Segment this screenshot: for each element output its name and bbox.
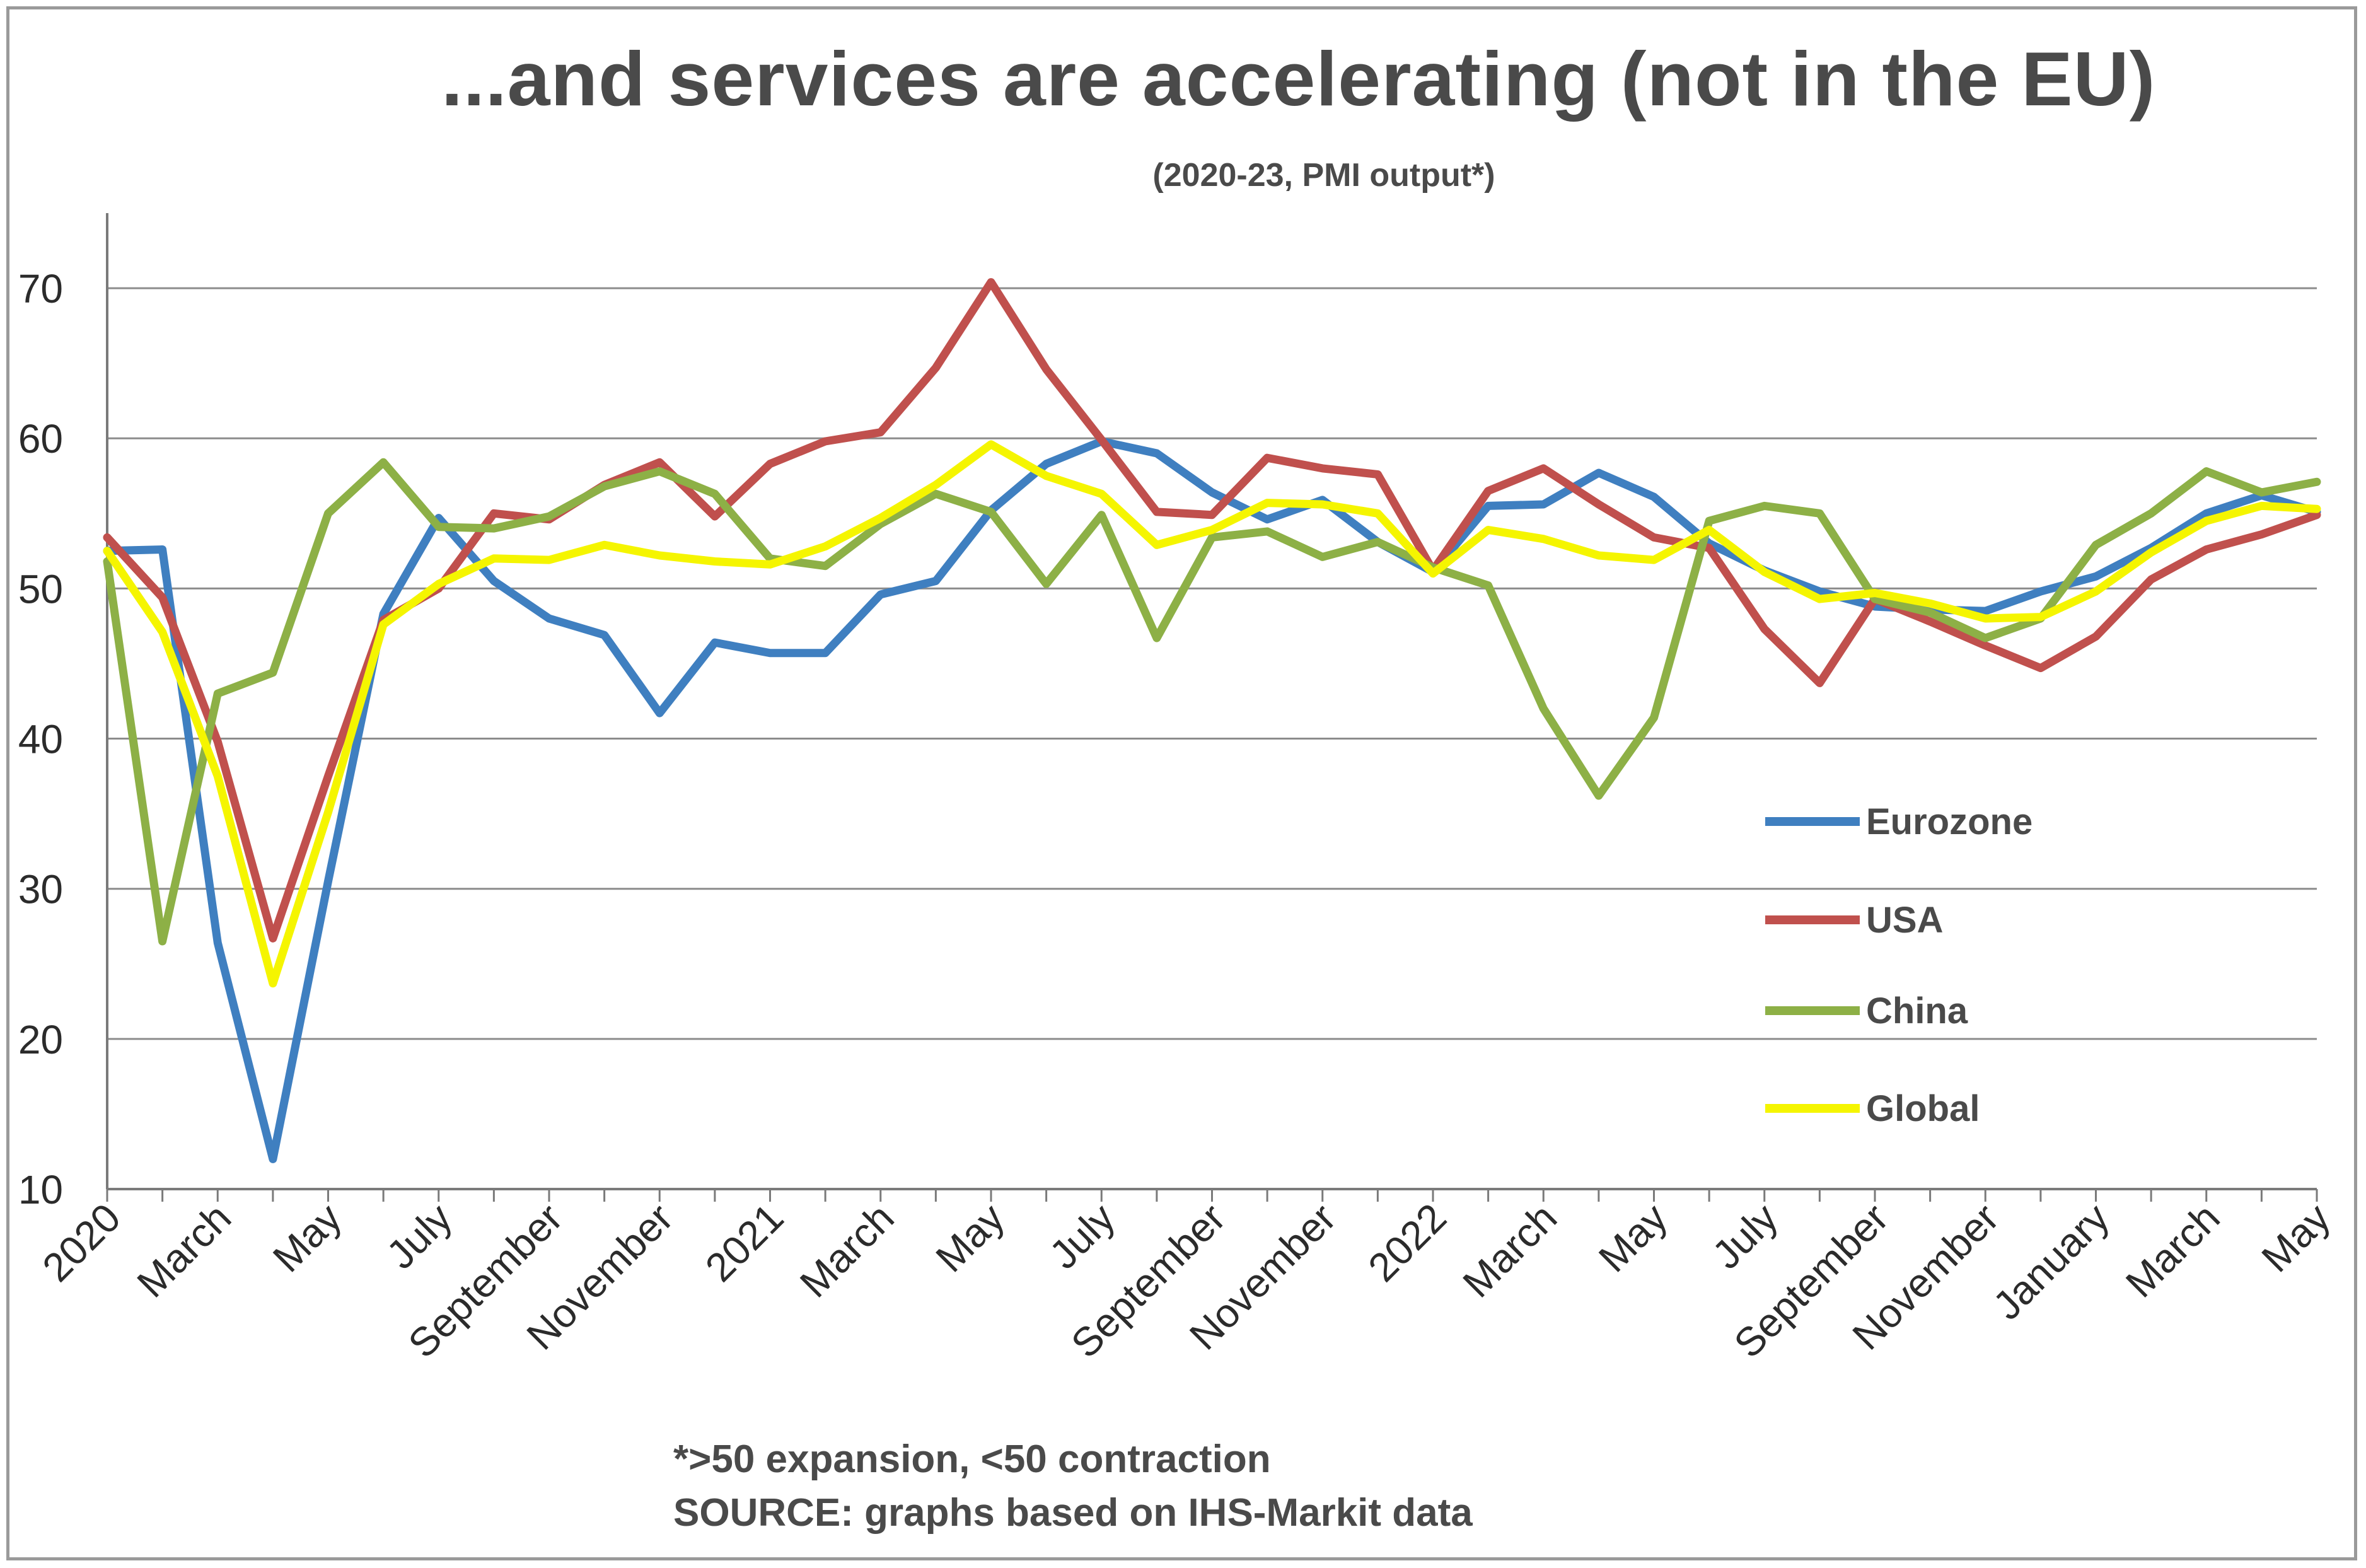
x-tick-label: 2021	[697, 1195, 792, 1291]
legend-label-eurozone: Eurozone	[1866, 801, 2033, 842]
series-lines	[103, 278, 2321, 1163]
x-tick-label: March	[791, 1195, 903, 1306]
y-tick-labels: 10 20 30 40 50 60 70	[18, 266, 63, 1212]
y-tick-label: 60	[18, 416, 63, 462]
series-line-global	[103, 440, 2321, 988]
legend-label-global: Global	[1866, 1088, 1980, 1129]
x-tick-label: 2022	[1359, 1195, 1455, 1291]
x-tick-label: May	[264, 1195, 350, 1281]
x-tick-label: July	[1041, 1195, 1123, 1277]
y-tick-label: 10	[18, 1167, 63, 1212]
grid-lines	[107, 287, 2317, 1040]
x-tick-label: March	[2117, 1195, 2229, 1306]
y-tick-label: 70	[18, 266, 63, 311]
x-tick-label: July	[1703, 1195, 1786, 1277]
y-tick-label: 50	[18, 566, 63, 612]
y-tick-label: 30	[18, 867, 63, 912]
chart-subtitle: (2020-23, PMI output*)	[1152, 157, 1495, 194]
series-line-china	[103, 458, 2321, 946]
footnote-expansion-note: *>50 expansion, <50 contraction	[673, 1437, 1271, 1481]
x-tick-label: July	[378, 1195, 460, 1277]
x-tick-label: January	[1984, 1195, 2118, 1328]
series-line-usa	[103, 278, 2321, 943]
y-tick-label: 20	[18, 1017, 63, 1062]
footnote: *>50 expansion, <50 contraction SOURCE: …	[673, 1432, 1473, 1540]
footnote-source: SOURCE: graphs based on IHS-Markit data	[673, 1491, 1473, 1535]
x-tick-label: May	[1590, 1195, 1676, 1281]
x-tick-label: March	[1454, 1195, 1566, 1306]
legend-label-usa: USA	[1866, 900, 1943, 941]
x-tick-label: March	[129, 1195, 240, 1306]
series-line-eurozone	[103, 437, 2321, 1163]
chart-title: ...and services are accelerating (not in…	[441, 36, 2156, 122]
axes	[106, 213, 2318, 1202]
x-tick-label: May	[927, 1195, 1012, 1281]
chart-frame	[6, 6, 2357, 1560]
x-tick-label: May	[2253, 1195, 2338, 1281]
y-tick-label: 40	[18, 717, 63, 762]
legend: Eurozone USA China Global	[1765, 801, 2033, 1129]
legend-label-china: China	[1866, 990, 1968, 1031]
